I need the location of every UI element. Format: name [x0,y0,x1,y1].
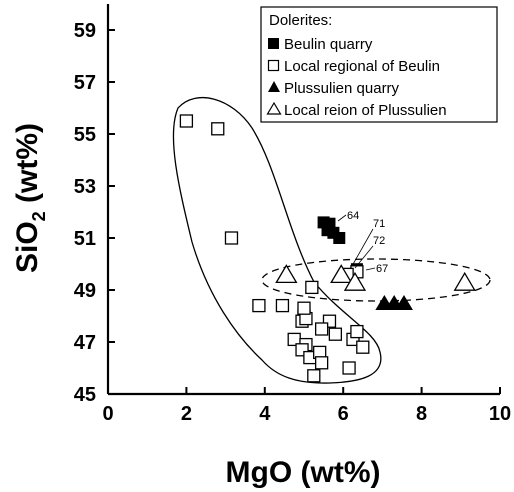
y-tick-label: 59 [74,20,96,42]
point-local-beulin [342,361,356,375]
legend-box [260,6,498,123]
legend-label-plussulien-quarry: Plussulien quarry [284,80,400,97]
sample-annotations: 64 71 72 67 [337,210,388,275]
legend-label-local-plussulien: Local reion of Plussulien [284,102,447,119]
point-local-plussulien [343,271,367,291]
point-local-beulin [314,322,329,336]
annotation-72: 72 [373,235,385,247]
leader-line-72 [354,245,374,269]
point-local-beulin [328,327,343,341]
annotation-64: 64 [347,210,359,222]
legend-marker-open-triangle [266,101,282,115]
x-tick-label: 4 [259,403,271,425]
x-tick-label: 6 [338,403,349,425]
point-local-beulin [179,114,194,128]
legend-marker-filled-square [268,38,279,49]
annotation-67: 67 [376,263,388,275]
y-tick-label: 47 [74,332,96,354]
x-axis-ticks: 0 2 4 6 8 10 [102,387,511,425]
data-points [179,114,476,383]
point-local-plussulien [453,271,476,291]
y-tick-label: 53 [74,176,96,198]
y-tick-label: 45 [74,384,96,406]
y-tick-label: 49 [74,280,96,302]
x-tick-label: 8 [416,403,427,425]
y-tick-label: 51 [74,228,96,250]
annotation-71: 71 [373,218,385,230]
point-local-beulin [350,324,364,339]
point-plussulien-quarry [394,295,413,310]
point-local-beulin [356,340,370,354]
leader-line-64 [337,214,347,222]
y-tick-label: 57 [74,72,96,94]
leader-line-67 [365,267,376,271]
point-local-beulin [275,298,290,313]
point-local-beulin [252,298,266,313]
y-axis-title: SiO2 (wt%) [11,123,49,273]
point-local-beulin [211,122,225,136]
point-local-beulin [297,301,311,315]
x-axis-title: MgO (wt%) [226,456,381,489]
leader-line-71 [351,228,374,267]
x-tick-label: 2 [181,403,192,425]
point-local-beulin [224,231,239,245]
point-beulin-quarry [333,232,346,244]
y-axis-title-main: SiO [11,221,44,273]
point-local-plussulien [330,264,353,284]
legend-label-beulin-quarry: Beulin quarry [284,36,373,53]
y-axis-title-rest: (wt%) [11,123,44,211]
point-local-beulin [314,356,329,370]
y-axis-ticks: 45 47 49 51 53 55 57 59 [74,20,115,406]
legend: Dolerites: Beulin quarry Local regional … [260,6,498,123]
x-tick-label: 0 [102,403,113,425]
point-local-beulin [307,369,321,383]
legend-marker-filled-triangle [268,81,280,92]
plussulien-group-outline [261,258,491,302]
point-local-beulin [305,280,319,295]
beulin-group-outline [172,96,382,384]
point-local-plussulien [275,264,298,284]
legend-title: Dolerites: [269,12,332,29]
y-tick-label: 55 [74,124,96,146]
legend-label-local-beulin: Local regional of Beulin [284,58,440,75]
y-axis-title-subscript: 2 [29,211,49,221]
legend-marker-open-square [267,59,280,72]
x-tick-label: 10 [489,403,511,425]
